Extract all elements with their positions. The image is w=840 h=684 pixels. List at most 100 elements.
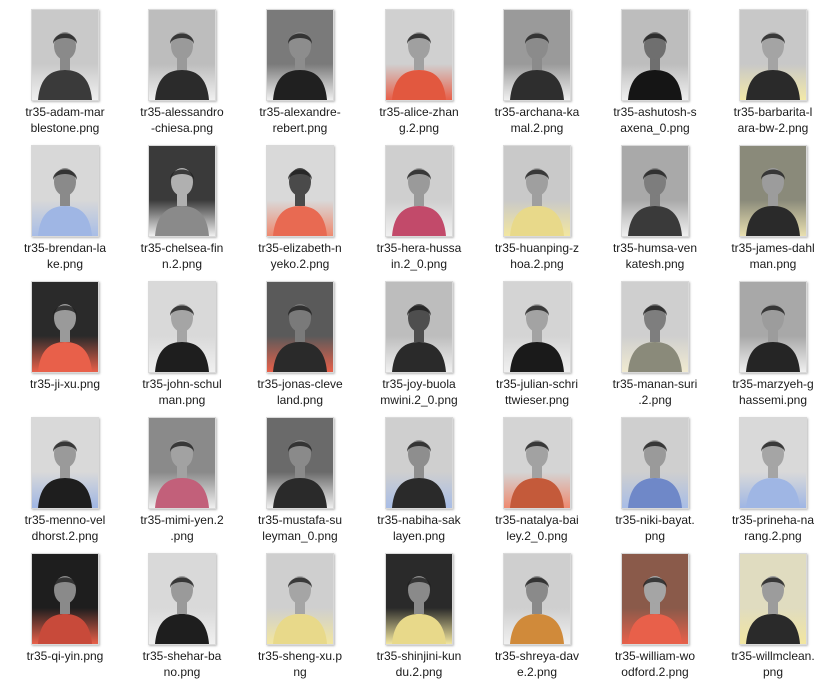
file-name-label: tr35-ji-xu.png xyxy=(7,376,123,392)
file-item[interactable]: tr35-mustafa-su leyman_0.png xyxy=(242,417,358,545)
file-item[interactable]: tr35-manan-suri .2.png xyxy=(597,281,713,409)
file-item[interactable]: tr35-alice-zhan g.2.png xyxy=(361,9,477,137)
file-thumbnail[interactable] xyxy=(739,145,807,237)
file-thumbnail[interactable] xyxy=(148,281,216,373)
file-item[interactable]: tr35-alexandre-rebert.png xyxy=(242,9,358,137)
file-name-line: tr35-marzyeh-g xyxy=(732,377,814,391)
file-name-line: tr35-menno-vel xyxy=(24,513,106,527)
file-name-line: ara-bw-2.png xyxy=(737,121,809,135)
file-item[interactable]: tr35-mimi-yen.2 .png xyxy=(124,417,240,545)
file-thumbnail[interactable] xyxy=(503,417,571,509)
file-name-line: tr35-ashutosh-s xyxy=(613,105,697,119)
file-item[interactable]: tr35-james-dahl man.png xyxy=(715,145,831,273)
file-item[interactable]: tr35-ji-xu.png xyxy=(7,281,123,409)
file-thumbnail[interactable] xyxy=(621,553,689,645)
file-item[interactable]: tr35-ashutosh-s axena_0.png xyxy=(597,9,713,137)
file-name-line: tr35-mimi-yen.2 xyxy=(140,513,224,527)
file-thumbnail[interactable] xyxy=(503,9,571,101)
file-item[interactable]: tr35-shreya-dav e.2.png xyxy=(479,553,595,681)
file-item[interactable]: tr35-chelsea-fin n.2.png xyxy=(124,145,240,273)
file-item[interactable]: tr35-barbarita-l ara-bw-2.png xyxy=(715,9,831,137)
file-thumbnail[interactable] xyxy=(385,417,453,509)
file-name-line: tr35-qi-yin.png xyxy=(26,649,104,663)
file-thumbnail[interactable] xyxy=(503,281,571,373)
file-thumbnail[interactable] xyxy=(31,417,99,509)
file-item[interactable]: tr35-sheng-xu.p ng xyxy=(242,553,358,681)
file-item[interactable]: tr35-nabiha-sak layen.png xyxy=(361,417,477,545)
file-name-line: axena_0.png xyxy=(620,121,690,135)
file-name-line: n.2.png xyxy=(161,257,203,271)
file-thumbnail[interactable] xyxy=(739,281,807,373)
file-thumbnail[interactable] xyxy=(148,417,216,509)
image-file-icon xyxy=(385,9,453,101)
file-thumbnail[interactable] xyxy=(739,9,807,101)
file-thumbnail[interactable] xyxy=(385,9,453,101)
file-thumbnail[interactable] xyxy=(385,145,453,237)
file-item[interactable]: tr35-marzyeh-g hassemi.png xyxy=(715,281,831,409)
file-name-line: land.png xyxy=(276,393,324,407)
file-name-line: g.2.png xyxy=(398,121,440,135)
file-item[interactable]: tr35-shehar-ba no.png xyxy=(124,553,240,681)
file-item[interactable]: tr35-natalya-bai ley.2_0.png xyxy=(479,417,595,545)
file-thumbnail[interactable] xyxy=(621,9,689,101)
file-item[interactable]: tr35-john-schul man.png xyxy=(124,281,240,409)
file-thumbnail[interactable] xyxy=(385,553,453,645)
file-item[interactable]: tr35-william-wo odford.2.png xyxy=(597,553,713,681)
file-item[interactable]: tr35-prineha-na rang.2.png xyxy=(715,417,831,545)
file-thumbnail[interactable] xyxy=(503,145,571,237)
file-item[interactable]: tr35-willmclean. png xyxy=(715,553,831,681)
portrait-thumbnail-image xyxy=(622,418,688,508)
file-thumbnail[interactable] xyxy=(621,417,689,509)
file-thumbnail[interactable] xyxy=(739,417,807,509)
file-item[interactable]: tr35-huanping-z hoa.2.png xyxy=(479,145,595,273)
file-thumbnail[interactable] xyxy=(31,145,99,237)
file-name-label: tr35-elizabeth-n yeko.2.png xyxy=(242,240,358,272)
file-item[interactable]: tr35-brendan-la ke.png xyxy=(7,145,123,273)
file-thumbnail[interactable] xyxy=(266,9,334,101)
file-thumbnail[interactable] xyxy=(266,281,334,373)
file-item[interactable]: tr35-elizabeth-n yeko.2.png xyxy=(242,145,358,273)
file-thumbnail[interactable] xyxy=(148,145,216,237)
file-thumbnail[interactable] xyxy=(739,553,807,645)
file-thumbnail[interactable] xyxy=(31,553,99,645)
file-item[interactable]: tr35-humsa-ven katesh.png xyxy=(597,145,713,273)
file-thumbnail[interactable] xyxy=(621,281,689,373)
file-item[interactable]: tr35-jonas-cleve land.png xyxy=(242,281,358,409)
file-thumbnail[interactable] xyxy=(503,553,571,645)
image-file-icon xyxy=(148,281,216,373)
file-thumbnail[interactable] xyxy=(621,145,689,237)
file-item[interactable]: tr35-shinjini-kun du.2.png xyxy=(361,553,477,681)
file-name-line: hassemi.png xyxy=(738,393,808,407)
file-thumbnail[interactable] xyxy=(266,553,334,645)
file-name-label: tr35-marzyeh-g hassemi.png xyxy=(715,376,831,408)
file-name-label: tr35-mimi-yen.2 .png xyxy=(124,512,240,544)
image-file-icon xyxy=(31,281,99,373)
file-name-label: tr35-qi-yin.png xyxy=(7,648,123,664)
file-name-label: tr35-sheng-xu.p ng xyxy=(242,648,358,680)
file-name-line: tr35-alexandre- xyxy=(259,105,341,119)
file-item[interactable]: tr35-qi-yin.png xyxy=(7,553,123,681)
image-file-icon xyxy=(503,9,571,101)
file-item[interactable]: tr35-julian-schri ttwieser.png xyxy=(479,281,595,409)
file-thumbnail[interactable] xyxy=(266,145,334,237)
portrait-thumbnail-image xyxy=(386,554,452,644)
file-thumbnail[interactable] xyxy=(148,553,216,645)
file-name-line: tr35-manan-suri xyxy=(612,377,698,391)
file-thumbnail[interactable] xyxy=(148,9,216,101)
portrait-thumbnail-image xyxy=(386,418,452,508)
file-item[interactable]: tr35-hera-hussa in.2_0.png xyxy=(361,145,477,273)
file-item[interactable]: tr35-joy-buola mwini.2_0.png xyxy=(361,281,477,409)
portrait-thumbnail-image xyxy=(386,282,452,372)
file-thumbnail[interactable] xyxy=(31,9,99,101)
file-item[interactable]: tr35-adam-mar blestone.png xyxy=(7,9,123,137)
file-thumbnail[interactable] xyxy=(266,417,334,509)
file-name-label: tr35-alessandro -chiesa.png xyxy=(124,104,240,136)
file-thumbnail[interactable] xyxy=(31,281,99,373)
file-item[interactable]: tr35-niki-bayat. png xyxy=(597,417,713,545)
file-name-line: tr35-niki-bayat. xyxy=(615,513,695,527)
file-thumbnail[interactable] xyxy=(385,281,453,373)
image-file-icon xyxy=(503,553,571,645)
file-item[interactable]: tr35-archana-ka mal.2.png xyxy=(479,9,595,137)
file-item[interactable]: tr35-menno-vel dhorst.2.png xyxy=(7,417,123,545)
file-item[interactable]: tr35-alessandro -chiesa.png xyxy=(124,9,240,137)
